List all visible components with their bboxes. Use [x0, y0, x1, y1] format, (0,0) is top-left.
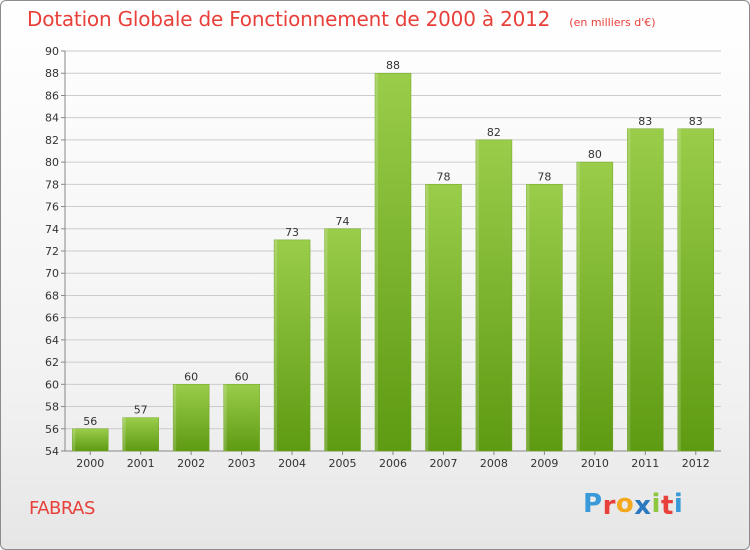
x-tick-label-2010: 2010 — [581, 457, 609, 470]
value-label-2002: 60 — [184, 370, 198, 383]
x-tick-label-2005: 2005 — [329, 457, 357, 470]
value-label-2009: 78 — [537, 170, 551, 183]
y-tick-label: 66 — [45, 312, 59, 325]
value-label-2005: 74 — [336, 215, 350, 228]
y-tick-label: 74 — [45, 223, 59, 236]
bar-highlight — [223, 384, 227, 451]
x-tick-label-2007: 2007 — [429, 457, 457, 470]
y-tick-label: 78 — [45, 178, 59, 191]
bar-highlight — [72, 428, 76, 451]
value-label-2010: 80 — [588, 148, 602, 161]
x-tick-label-2009: 2009 — [530, 457, 558, 470]
brand-letter: i — [673, 489, 684, 519]
value-label-2004: 73 — [285, 226, 299, 239]
y-tick-label: 90 — [45, 45, 59, 58]
value-label-2006: 88 — [386, 59, 400, 72]
bar-highlight — [526, 184, 530, 452]
y-tick-label: 54 — [45, 445, 59, 458]
bar-2006 — [374, 72, 412, 452]
x-tick-label-2006: 2006 — [379, 457, 407, 470]
bar-highlight — [475, 139, 479, 451]
bar-2011 — [627, 128, 664, 452]
bar-2012 — [677, 128, 715, 452]
brand-letter: i — [651, 489, 661, 519]
y-tick-label: 62 — [45, 356, 59, 369]
value-label-2008: 82 — [487, 126, 501, 139]
bar-2007 — [425, 184, 462, 452]
y-tick-label: 86 — [45, 89, 59, 102]
value-label-2001: 57 — [134, 404, 148, 417]
bar-highlight — [122, 417, 126, 451]
bar-2010 — [576, 161, 614, 452]
x-tick-label-2003: 2003 — [228, 457, 256, 470]
bar-2005 — [324, 228, 361, 452]
chart-header: Dotation Globale de Fonctionnement de 20… — [27, 7, 656, 31]
x-tick-label-2008: 2008 — [480, 457, 508, 470]
y-tick-label: 82 — [45, 134, 59, 147]
bar-highlight — [324, 228, 328, 451]
value-label-2007: 78 — [436, 170, 450, 183]
y-tick-label: 64 — [45, 334, 59, 347]
y-tick-label: 76 — [45, 201, 59, 214]
x-tick-label-2012: 2012 — [682, 457, 710, 470]
bar-2000 — [71, 428, 109, 452]
bar-2008 — [475, 139, 513, 452]
chart-unit: (en milliers d'€) — [569, 16, 656, 29]
y-tick-label: 56 — [45, 423, 59, 436]
bar-2003 — [223, 384, 260, 452]
axes: 54 56 58 60 62 64 66 68 70 72 74 76 78 80 82 84 86 88 90 — [45, 45, 721, 458]
bar-highlight — [173, 384, 177, 451]
y-tick-label: 68 — [45, 289, 59, 302]
x-tick-label-2002: 2002 — [177, 457, 205, 470]
x-tick-label-2000: 2000 — [76, 457, 104, 470]
y-tick-label: 70 — [45, 267, 59, 280]
bars — [71, 72, 715, 452]
bar-highlight — [375, 73, 378, 451]
value-label-2011: 83 — [638, 115, 652, 128]
value-label-2003: 60 — [235, 370, 249, 383]
x-tick-label-2011: 2011 — [631, 457, 659, 470]
entity-name: FABRAS — [29, 498, 95, 519]
bar-highlight — [425, 184, 429, 452]
labels: 56 2000 57 2001 60 2002 60 2003 73 2004 74 2005 88 20… — [76, 59, 710, 470]
brand-letter: x — [634, 491, 652, 521]
value-label-2012: 83 — [689, 115, 703, 128]
value-label-2000: 56 — [83, 415, 97, 428]
bar-2001 — [122, 417, 159, 452]
bar-highlight — [627, 128, 631, 451]
bar-2004 — [273, 239, 311, 452]
bar-2002 — [172, 384, 210, 452]
bar-highlight — [576, 162, 580, 451]
y-tick-label: 88 — [45, 67, 59, 80]
brand-letter: o — [615, 489, 635, 519]
y-tick-label: 60 — [45, 378, 59, 391]
y-tick-label: 84 — [45, 112, 59, 125]
bar-highlight — [677, 128, 681, 451]
y-tick-label: 72 — [45, 245, 59, 258]
brand-letter: r — [602, 491, 616, 521]
chart-title: Dotation Globale de Fonctionnement de 20… — [27, 7, 551, 31]
bar-highlight — [274, 239, 278, 451]
y-tick-label: 80 — [45, 156, 59, 169]
y-tick-label: 58 — [45, 401, 59, 414]
x-tick-label-2001: 2001 — [127, 457, 155, 470]
brand-letter: t — [660, 491, 674, 521]
brand-letter: P — [583, 489, 603, 519]
bar-2009 — [526, 184, 563, 452]
brand-logo: Proxiti — [583, 489, 684, 521]
x-tick-label-2004: 2004 — [278, 457, 306, 470]
